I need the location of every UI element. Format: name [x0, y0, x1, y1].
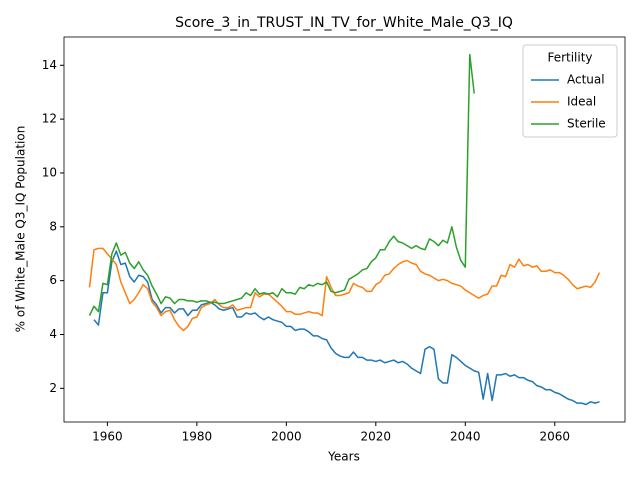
x-tick-label: 1980	[182, 430, 213, 444]
legend-label: Ideal	[567, 95, 596, 109]
x-tick-label: 2020	[361, 430, 392, 444]
legend-box	[522, 44, 618, 138]
legend-label: Actual	[567, 73, 605, 87]
chart-title: Score_3_in_TRUST_IN_TV_for_White_Male_Q3…	[175, 15, 513, 31]
legend-label: Sterile	[567, 117, 606, 131]
plot-frame	[63, 36, 626, 423]
y-tick-label: 4	[49, 327, 57, 341]
y-tick-label: 14	[42, 58, 57, 72]
y-tick-label: 12	[42, 112, 57, 126]
x-tick-label: 2000	[271, 430, 302, 444]
y-axis-label: % of White_Male Q3_IQ Population	[14, 126, 28, 333]
line-series	[88, 247, 601, 332]
line-series	[93, 250, 600, 406]
y-tick-label: 10	[42, 165, 57, 179]
x-tick-label: 2060	[539, 430, 570, 444]
line-series	[88, 53, 475, 316]
y-tick-label: 6	[49, 273, 57, 287]
x-axis-label: Years	[327, 450, 360, 464]
x-tick-label: 1960	[92, 430, 123, 444]
y-tick-label: 2	[49, 381, 57, 395]
y-tick-label: 8	[49, 219, 57, 233]
x-tick-label: 2040	[450, 430, 481, 444]
legend-title: Fertility	[547, 51, 592, 65]
